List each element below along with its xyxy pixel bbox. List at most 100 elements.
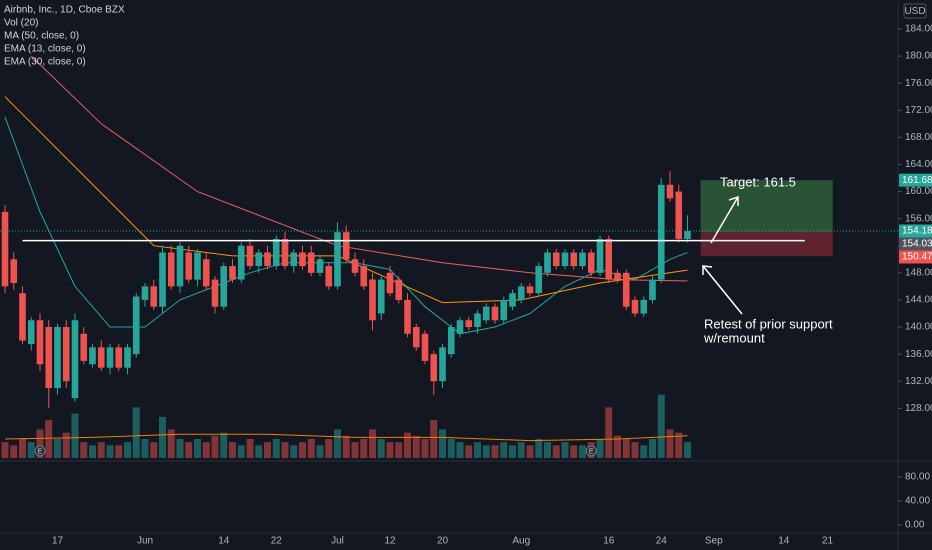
volume-bar [307, 439, 315, 458]
y-tick-label: 160.00 [905, 186, 932, 197]
candle-body [54, 327, 61, 388]
candle-body [552, 252, 560, 267]
candle-body [421, 333, 429, 361]
x-tick-label: 21 [822, 536, 834, 547]
volume-bar [596, 439, 604, 458]
candle-body [509, 293, 516, 307]
candle-body [264, 252, 271, 267]
y-tick-label: 172.00 [905, 105, 932, 116]
candle-body [290, 252, 298, 267]
volume-bar [684, 442, 691, 458]
volume-bar [115, 445, 123, 458]
volume-bar [517, 442, 525, 458]
candle-body [159, 252, 166, 307]
candle-body [456, 320, 464, 334]
candle-body [517, 286, 525, 300]
arrow-head [702, 265, 713, 275]
candle-body [404, 299, 411, 334]
volume-bar [675, 432, 683, 458]
volume-bar [474, 442, 481, 458]
price-label: 150.47 [902, 252, 932, 263]
candle-body [89, 347, 96, 365]
y-tick-label: 128.00 [905, 403, 932, 414]
candle-body [614, 272, 621, 280]
candle-body [62, 327, 70, 382]
volume-bar [290, 445, 298, 458]
volume-bar [89, 445, 96, 458]
price-label: 154.03 [902, 239, 932, 250]
plot: 128.00132.00136.00140.00144.00148.00152.… [0, 24, 932, 547]
arrow [702, 265, 743, 315]
volume-bar [395, 442, 403, 458]
volume-bar [605, 407, 613, 458]
volume-bar [132, 407, 140, 458]
volume-bar [299, 442, 306, 458]
volume-bar [272, 439, 280, 458]
candle-body [299, 252, 306, 267]
candle-body [115, 347, 123, 368]
currency: USD [904, 6, 925, 17]
x-tick-label: Jul [331, 536, 344, 547]
candle-body [544, 252, 551, 273]
candle-body [106, 347, 114, 368]
candle-body [124, 347, 131, 368]
candle-body [579, 252, 586, 267]
candle-body [334, 232, 341, 287]
candle-body [657, 184, 665, 280]
volume-bar [255, 445, 263, 458]
candle-body [666, 184, 674, 199]
event-label: E [589, 448, 594, 455]
candle-body [246, 245, 254, 267]
y2-tick-label: 40.00 [905, 496, 930, 507]
candle-body [596, 238, 604, 273]
event-marker [34, 445, 46, 457]
volume-bar [386, 442, 394, 458]
annotation: Retest of prior support [704, 316, 833, 331]
indicator-label: MA (50, close, 0) [4, 31, 79, 42]
candle-body [211, 279, 219, 307]
volume-bar [552, 445, 560, 458]
volume-bar [631, 442, 639, 458]
candle-body [237, 245, 245, 280]
price-label: 161.68 [902, 175, 932, 186]
candle-body [150, 286, 158, 307]
y-tick-label: 164.00 [905, 159, 932, 170]
candle-body [395, 279, 403, 300]
candle-body [316, 259, 324, 273]
volume-bar [19, 439, 26, 458]
volume-bar [159, 416, 166, 458]
volume-bar [27, 442, 35, 458]
candle-body [185, 252, 193, 280]
stop-zone [700, 231, 833, 257]
y-tick-label: 180.00 [905, 51, 932, 62]
volume-bar [447, 439, 455, 458]
candle-body [649, 279, 656, 300]
volume-bar [342, 435, 350, 458]
volume-bar [500, 442, 508, 458]
candle-body [281, 238, 289, 267]
arrow-head [728, 195, 739, 206]
x-tick-label: 12 [384, 536, 396, 547]
candle-body [439, 347, 446, 382]
volume-bar [657, 394, 665, 458]
candle-body [447, 327, 455, 355]
volume-bar [80, 442, 88, 458]
volume-bar [666, 429, 674, 458]
y-tick-label: 136.00 [905, 349, 932, 360]
x-tick-label: 14 [778, 536, 790, 547]
candle-body [10, 259, 18, 283]
volume-bar [649, 439, 656, 458]
volume-bar [544, 442, 551, 458]
candle-body [176, 245, 184, 287]
candle-body [412, 327, 420, 348]
y-tick-label: 156.00 [905, 213, 932, 224]
indicator-label: EMA (13, close, 0) [4, 44, 86, 55]
candle-body [500, 299, 508, 321]
volume-bar [509, 445, 516, 458]
candle-body [71, 320, 79, 399]
x-tick-label: 22 [271, 536, 283, 547]
volume-bar [640, 445, 648, 458]
y-tick-label: 176.00 [905, 78, 932, 89]
candle-body [386, 272, 394, 294]
